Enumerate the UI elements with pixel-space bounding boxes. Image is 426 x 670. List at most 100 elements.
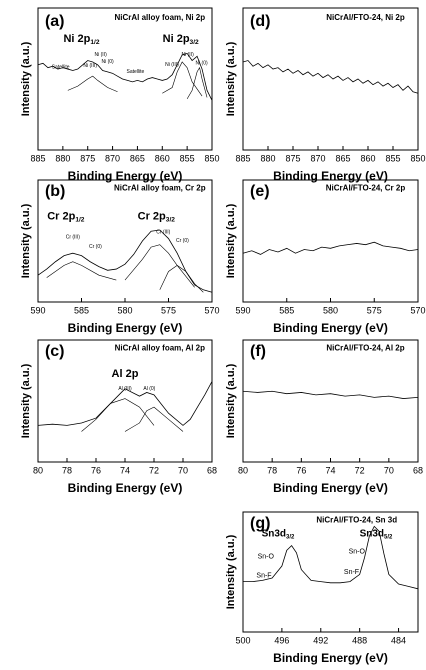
label-text: Ni (III) — [83, 64, 97, 70]
label-text: Ni (II) — [95, 52, 108, 58]
x-axis-label: Binding Energy (eV) — [68, 481, 183, 495]
label-text: Cr (III) — [156, 230, 170, 236]
label-text: Cr 2p — [138, 211, 166, 223]
fit-component — [46, 261, 117, 281]
label-subscript: 3/2 — [286, 534, 295, 540]
panel-label: (a) — [45, 13, 65, 30]
peak-label: Sn3d3/2 — [262, 528, 295, 540]
panel-title: NiCrAl alloy foam, Cr 2p — [114, 184, 206, 193]
x-tick-label: 865 — [130, 153, 145, 163]
label-text: Satellite — [52, 65, 70, 71]
label-text: Sn-F — [256, 572, 271, 579]
label-text: Al (III) — [118, 386, 132, 392]
label-text: NiCrAl/FTO-24, Al 2p — [326, 344, 404, 353]
x-tick-label: 76 — [296, 465, 306, 475]
y-axis-label: Intensity (a.u.) — [225, 363, 237, 438]
x-axis-label: Binding Energy (eV) — [273, 321, 388, 335]
label-subscript: 1/2 — [90, 39, 99, 46]
x-tick-label: 870 — [310, 153, 325, 163]
label-text: Sn-F — [344, 569, 359, 576]
panel-label: (e) — [250, 183, 270, 200]
label-text: (e) — [250, 183, 270, 200]
peak-label: Al 2p — [112, 368, 139, 380]
peak-label: Ni (III) — [83, 64, 97, 70]
peak-label: Ni 2p3/2 — [163, 33, 199, 46]
label-text: NiCrAl alloy foam, Al 2p — [115, 344, 206, 353]
panel-title: NiCrAl/FTO-24, Ni 2p — [326, 13, 405, 22]
x-tick-label: 860 — [360, 153, 375, 163]
plot-frame — [242, 511, 419, 633]
spectrum-line — [242, 60, 419, 94]
peak-label: Ni (III) — [165, 62, 179, 68]
x-tick-label: 80 — [33, 465, 43, 475]
label-text: Sn-O — [258, 553, 275, 560]
x-tick-label: 500 — [235, 635, 250, 645]
x-tick-label: 70 — [178, 465, 188, 475]
label-text: Ni (III) — [165, 62, 179, 68]
x-tick-label: 496 — [274, 635, 289, 645]
label-text: (d) — [250, 13, 270, 30]
label-text: Satellite — [127, 69, 145, 75]
peak-label: Cr (0) — [176, 238, 189, 244]
label-text: Cr (0) — [89, 244, 102, 250]
panel-label: (b) — [45, 183, 65, 200]
x-tick-label: 585 — [74, 305, 89, 315]
spectrum-line — [242, 390, 419, 399]
x-tick-label: 570 — [410, 305, 425, 315]
x-tick-label: 860 — [155, 153, 170, 163]
fit-component — [81, 398, 155, 432]
x-tick-label: 492 — [313, 635, 328, 645]
peak-label: Sn-O — [349, 548, 366, 555]
x-tick-label: 875 — [285, 153, 300, 163]
label-text: Ni 2p — [63, 33, 90, 45]
peak-label: Ni (II) — [182, 52, 195, 58]
x-tick-label: 72 — [149, 465, 159, 475]
plot-frame — [37, 7, 213, 151]
x-tick-label: 590 — [235, 305, 250, 315]
y-axis-label: Intensity (a.u.) — [20, 203, 32, 278]
peak-label: Ni (0) — [195, 61, 208, 67]
x-tick-label: 585 — [279, 305, 294, 315]
x-tick-label: 74 — [325, 465, 335, 475]
label-subscript: 3/2 — [166, 216, 175, 223]
label-subscript: 5/2 — [384, 534, 393, 540]
x-tick-label: 850 — [410, 153, 425, 163]
peak-label: Sn-O — [258, 553, 275, 560]
fit-component — [162, 61, 203, 97]
label-text: Ni (0) — [195, 61, 208, 67]
fit-component — [67, 75, 118, 93]
panel-label: (g) — [250, 515, 270, 532]
panel-title: NiCrAl alloy foam, Al 2p — [115, 344, 206, 353]
peak-label: Cr 2p1/2 — [47, 211, 85, 224]
label-text: Cr 2p — [47, 211, 75, 223]
x-axis-label: Binding Energy (eV) — [273, 169, 388, 183]
label-text: (f) — [250, 343, 266, 360]
x-axis-label: Binding Energy (eV) — [68, 169, 183, 183]
x-tick-label: 488 — [352, 635, 367, 645]
x-tick-label: 885 — [30, 153, 45, 163]
label-text: Cr (III) — [66, 235, 80, 241]
plot-frame — [242, 339, 419, 463]
x-tick-label: 875 — [80, 153, 95, 163]
label-text: Sn-O — [349, 548, 366, 555]
x-axis-label: Binding Energy (eV) — [273, 651, 388, 665]
x-tick-label: 68 — [413, 465, 423, 475]
panel-title: NiCrAl alloy foam, Ni 2p — [114, 13, 205, 22]
x-axis-label: Binding Energy (eV) — [273, 481, 388, 495]
label-text: Sn3d — [360, 528, 384, 539]
panel-label: (f) — [250, 343, 266, 360]
fit-component — [186, 66, 208, 100]
y-axis-label: Intensity (a.u.) — [225, 534, 237, 609]
label-text: Ni (II) — [182, 52, 195, 58]
peak-label: Sn-F — [344, 569, 359, 576]
peak-label: Ni (II) — [95, 52, 108, 58]
x-tick-label: 870 — [105, 153, 120, 163]
x-tick-label: 575 — [367, 305, 382, 315]
spectrum-line — [243, 525, 419, 590]
y-axis-label: Intensity (a.u.) — [225, 41, 237, 116]
x-tick-label: 590 — [30, 305, 45, 315]
peak-label: Sn-F — [256, 572, 271, 579]
label-text: Sn3d — [262, 528, 286, 539]
x-tick-label: 865 — [335, 153, 350, 163]
